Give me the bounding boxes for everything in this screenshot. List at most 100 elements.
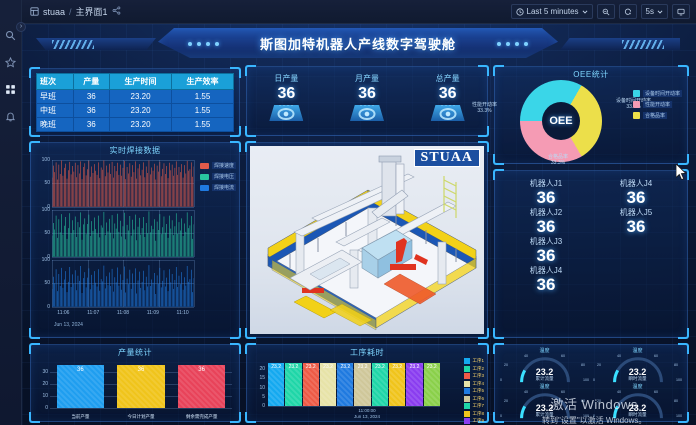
table-row[interactable]: 晚班 36 23.20 1.55 — [36, 117, 234, 132]
legend-label: 工序5 — [472, 388, 484, 393]
process-plot-area[interactable]: 23.2 23.2 23.2 23.2 23.2 23.2 23.2 23.2 23.2 23.2 — [268, 360, 440, 407]
bell-icon[interactable] — [3, 109, 19, 123]
gauge[interactable]: 温度 0 20 40 60 80 100 23.2 瞬时流量 — [591, 383, 684, 419]
y-tick-label: 30 — [42, 369, 48, 375]
legend-item[interactable]: 焊接电流 — [199, 184, 236, 191]
legend-item[interactable]: 工序5 — [464, 388, 484, 394]
time-range-picker[interactable]: Last 5 minutes — [510, 4, 593, 19]
production-line-3d-panel: STUAA — [245, 141, 489, 339]
table-cell: 36 — [72, 89, 111, 104]
legend-swatch — [199, 162, 209, 169]
kpi-card[interactable]: 月产量 36 — [327, 66, 408, 136]
y-tick-label: 50 — [44, 180, 50, 187]
legend-item[interactable]: 工序3 — [464, 373, 484, 379]
corner-decor — [245, 65, 256, 76]
corner-decor — [493, 343, 504, 354]
kpi-card[interactable]: 总产量 36 — [407, 66, 488, 136]
gauge-arc — [612, 393, 663, 419]
process-legend[interactable]: 工序1 工序2 工序3 工序4 工序5 工序6 工序7 工序8 工序9 — [464, 358, 484, 424]
bar[interactable]: 23.2 — [302, 363, 319, 406]
search-icon[interactable] — [3, 28, 19, 42]
bar-body — [268, 363, 285, 406]
output-plot-area[interactable]: 36 36 36 — [50, 360, 232, 409]
x-tick-label: 11:06 — [57, 310, 70, 316]
share-icon[interactable] — [112, 6, 121, 17]
robot-value: 36 — [626, 188, 646, 207]
gauge-tick-40: 40 — [524, 390, 529, 394]
table-row[interactable]: 中班 36 23.20 1.55 — [36, 103, 234, 118]
bar[interactable]: 23.2 — [354, 363, 371, 406]
legend-item[interactable]: 焊接电压 — [199, 173, 236, 180]
oee-legend[interactable]: 设备时间开动率 性能开动率合格品率 — [632, 90, 682, 119]
legend-item[interactable]: 设备时间开动率 — [632, 90, 682, 97]
table-row[interactable]: 早班 36 23.20 1.55 — [36, 89, 234, 104]
pad-pins — [360, 105, 374, 106]
process-y-axis: 20 15 10 5 0 — [250, 360, 265, 409]
legend-item[interactable]: 工序6 — [464, 395, 484, 402]
welding-legend[interactable]: 焊接速度焊接电压焊接电流 — [199, 162, 236, 191]
legend-item[interactable]: 工序9 — [464, 418, 484, 424]
gridline — [50, 408, 232, 409]
bar-value-label: 23.2 — [305, 364, 316, 371]
legend-item[interactable]: 性能开动率 — [632, 101, 682, 108]
table-cell: 23.20 — [109, 89, 173, 104]
gridline — [52, 260, 53, 307]
gridline — [52, 210, 53, 257]
sidebar-item-dashboards[interactable] — [3, 82, 19, 96]
column-header: 生产时间 — [109, 73, 173, 90]
welding-series-area — [52, 160, 194, 207]
gridline — [52, 206, 194, 208]
corner-decor — [29, 67, 40, 78]
legend-item[interactable]: 工序2 — [464, 365, 484, 372]
breadcrumb-root[interactable]: stuaa — [43, 6, 66, 17]
bar[interactable]: 23.2 — [319, 363, 337, 406]
robot-label: 机器人J1 — [529, 179, 563, 188]
welding-plot-area[interactable]: 0 50 100 0 50 100 0 50 100 — [42, 157, 195, 310]
bar[interactable]: 36 — [177, 364, 226, 408]
kpi-card[interactable]: 日产量 36 — [246, 66, 327, 136]
robot-value: 36 — [626, 216, 646, 236]
bar[interactable]: 36 — [117, 364, 165, 408]
kiosk-mode-button[interactable] — [672, 4, 690, 19]
output-chart-title: 产量统计 — [118, 348, 152, 357]
production-line-3d-view[interactable]: STUAA — [250, 146, 484, 334]
gauge-tick-60: 60 — [560, 354, 565, 358]
breadcrumb-leaf[interactable]: 主界面1 — [75, 7, 108, 17]
bar[interactable]: 23.2 — [423, 363, 440, 406]
clock-icon — [515, 7, 524, 16]
bar[interactable]: 36 — [56, 364, 104, 408]
legend-label: 工序9 — [472, 418, 484, 423]
bar[interactable]: 23.2 — [389, 363, 406, 406]
legend-label: 工序7 — [472, 403, 484, 408]
gauge[interactable]: 温度 0 20 40 60 80 100 23.2 累计流量 — [498, 383, 591, 419]
legend-item[interactable]: 工序1 — [464, 358, 484, 364]
legend-label: 焊接电压 — [211, 173, 236, 180]
bar[interactable]: 23.2 — [285, 363, 302, 406]
x-tick-label: 当前产量 — [71, 414, 90, 419]
robot-label: 机器人J4 — [529, 265, 563, 275]
shift-table-panel: 班次 产量 生产时间 生产效率 早班 36 23.20 1.55 中班 36 23.20 1.55 晚班… — [29, 67, 241, 137]
temperature-gauges-panel: 温度 0 20 40 60 80 100 23.2 累计流量 温度 0 20 40 60 80 100 23.2… — [493, 343, 689, 423]
bar[interactable]: 23.2 — [268, 363, 285, 406]
corner-decor — [478, 328, 489, 339]
zoom-out-time-button[interactable] — [596, 4, 615, 19]
oee-donut-chart[interactable]: OEE — [520, 80, 602, 162]
bar[interactable]: 23.2 — [371, 363, 389, 406]
star-icon[interactable] — [3, 55, 19, 69]
sidebar-expand-button[interactable]: › — [16, 22, 26, 32]
robot-status-panel: 机器人J1 36 机器人J2 36 机器人J3 36 机器人J4 36 机器人J4 36 机器人J… — [493, 169, 689, 339]
legend-item[interactable]: 工序7 — [464, 403, 484, 409]
legend-item[interactable]: 工序8 — [464, 410, 484, 417]
bar[interactable]: 23.2 — [406, 363, 423, 406]
bar[interactable]: 23.2 — [337, 363, 354, 406]
bar-value-label: 23.2 — [375, 364, 385, 371]
gauge[interactable]: 温度 0 20 40 60 80 100 23.2 累计流量 — [498, 347, 591, 383]
refresh-button[interactable] — [618, 4, 637, 19]
refresh-interval-picker[interactable]: 5s — [640, 4, 668, 19]
legend-item[interactable]: 焊接速度 — [199, 162, 236, 169]
legend-item[interactable]: 合格品率 — [632, 112, 682, 119]
gauge[interactable]: 温度 0 20 40 60 80 100 23.2 瞬时流量 — [591, 347, 684, 383]
gauge-tick-80: 80 — [581, 399, 585, 403]
gauge-tick-max: 100 — [583, 414, 589, 418]
legend-item[interactable]: 工序4 — [464, 380, 484, 387]
